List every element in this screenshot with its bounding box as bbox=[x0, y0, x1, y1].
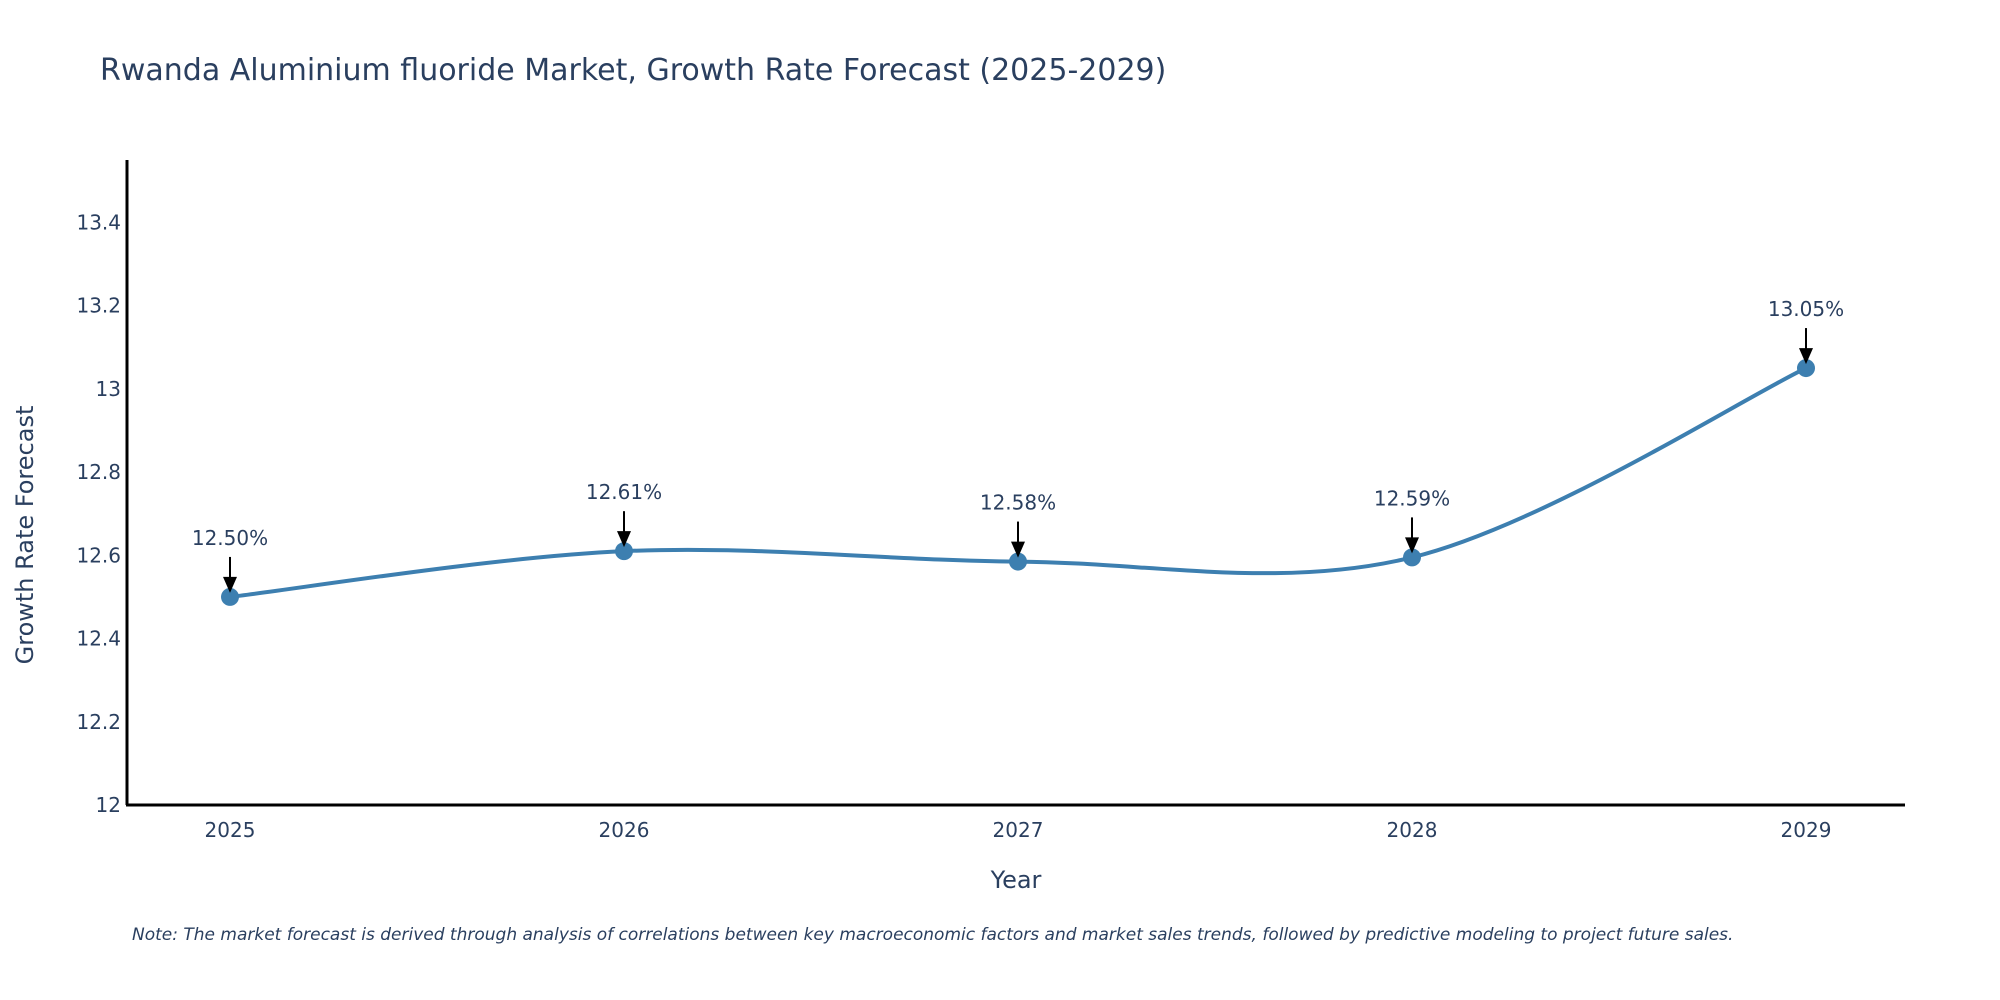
data-point bbox=[1403, 548, 1421, 567]
x-tick-label: 2025 bbox=[205, 818, 256, 842]
footnote: Note: The market forecast is derived thr… bbox=[132, 925, 1733, 945]
annotation-arrow-head bbox=[1405, 537, 1419, 554]
y-tick-labels: 12 12.2 12.4 12.6 12.8 13 13.2 13.4 bbox=[76, 210, 121, 817]
annotation-arrow-head bbox=[1799, 348, 1813, 365]
x-axis-title: Year bbox=[990, 866, 1042, 894]
data-label: 12.50% bbox=[192, 526, 268, 550]
y-tick-label: 12.8 bbox=[76, 460, 121, 484]
x-tick-label: 2028 bbox=[1387, 818, 1438, 842]
axes bbox=[125, 160, 1905, 807]
chart-title: Rwanda Aluminium fluoride Market, Growth… bbox=[100, 53, 1166, 88]
y-tick-label: 12 bbox=[96, 793, 121, 817]
x-tick-label: 2029 bbox=[1781, 818, 1832, 842]
y-tick-label: 13 bbox=[96, 377, 121, 401]
data-label: 12.61% bbox=[586, 480, 662, 504]
annotation-arrow-head bbox=[223, 576, 237, 593]
y-tick-label: 12.4 bbox=[76, 627, 121, 651]
annotation-arrow-head bbox=[1011, 541, 1025, 558]
annotation-arrow-head bbox=[617, 531, 631, 548]
data-point bbox=[615, 542, 633, 561]
series-markers bbox=[221, 359, 1815, 606]
data-point bbox=[221, 587, 239, 606]
data-point bbox=[1009, 552, 1027, 571]
series-line bbox=[229, 366, 1807, 599]
y-axis-title: Growth Rate Forecast bbox=[11, 406, 39, 665]
x-tick-labels: 2025 2026 2027 2028 2029 bbox=[205, 818, 1832, 842]
data-label: 12.58% bbox=[980, 491, 1056, 515]
data-label-annotations: 12.50% 12.61% 12.58% 12.59% 13.05% bbox=[192, 297, 1844, 593]
data-label: 13.05% bbox=[1768, 297, 1844, 321]
x-tick-label: 2027 bbox=[993, 818, 1044, 842]
y-tick-label: 13.2 bbox=[76, 294, 121, 318]
data-point bbox=[1797, 359, 1815, 378]
y-tick-label: 12.2 bbox=[76, 710, 121, 734]
y-tick-label: 12.6 bbox=[76, 543, 121, 567]
x-tick-label: 2026 bbox=[599, 818, 650, 842]
y-tick-label: 13.4 bbox=[76, 210, 121, 234]
data-label: 12.59% bbox=[1374, 486, 1450, 510]
